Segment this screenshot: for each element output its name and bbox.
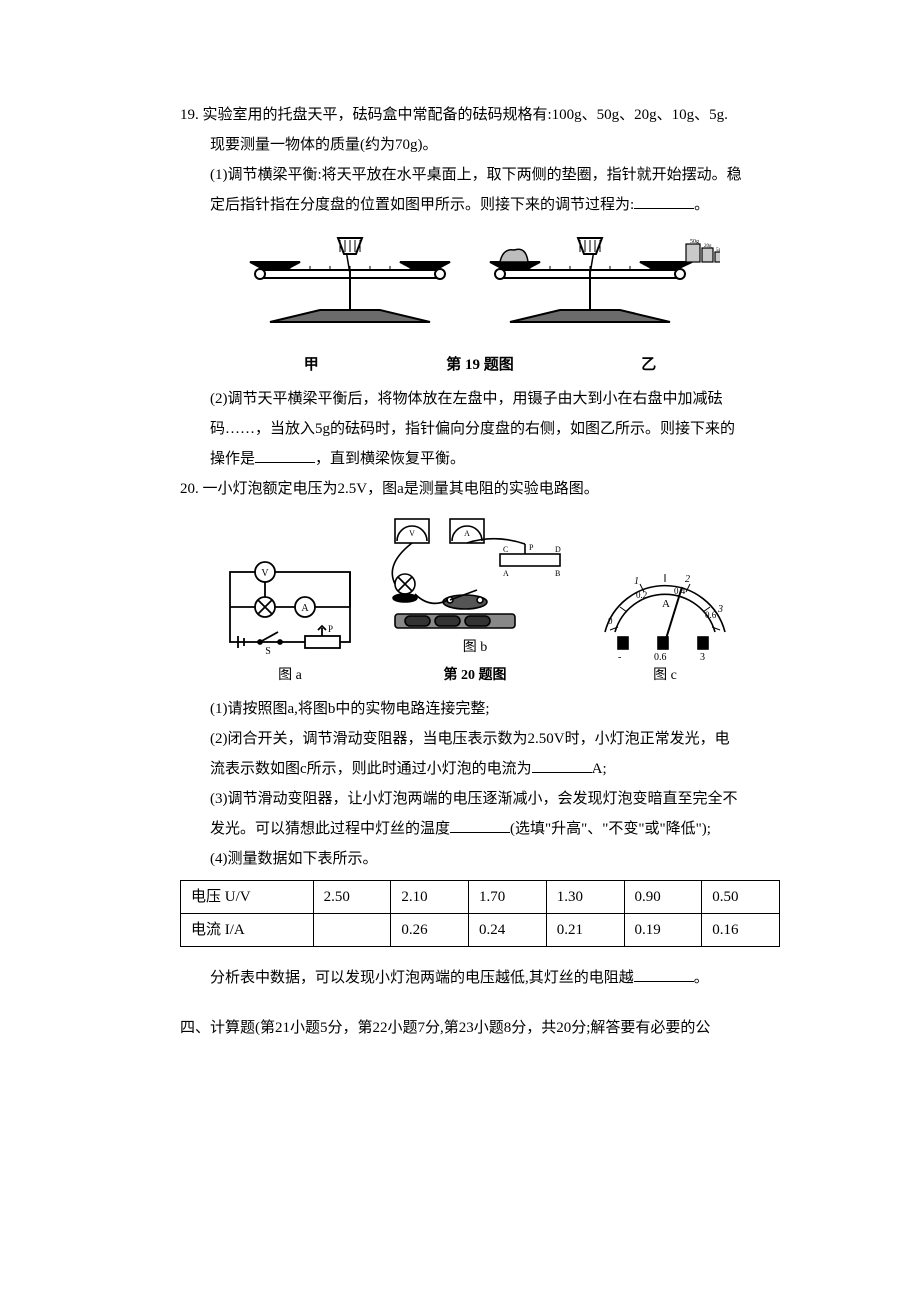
- svg-text:0: 0: [608, 616, 613, 626]
- blank-20-3: [450, 817, 510, 833]
- blank-19-2: [255, 447, 315, 463]
- cell: 0.50: [702, 881, 780, 914]
- fig20c-caption: 图 c: [590, 662, 740, 690]
- cell: 1.30: [546, 881, 624, 914]
- q19-part2-line3a: 操作是: [210, 451, 255, 467]
- q19-part1-line2: 定后指针指在分度盘的位置如图甲所示。则接下来的调节过程为:: [210, 197, 634, 213]
- cell: [313, 914, 391, 947]
- fig20b-caption2: 第 20 题图: [375, 662, 575, 690]
- q20-part2-line2a: 流表示数如图c所示，则此时通过小灯泡的电流为: [210, 761, 532, 777]
- svg-text:P: P: [529, 543, 534, 552]
- q19-stem-line2: 现要测量一物体的质量(约为70g)。: [180, 130, 780, 160]
- q20-part1: (1)请按照图a,将图b中的实物电路连接完整;: [180, 694, 780, 724]
- q19-number: 19.: [180, 107, 199, 123]
- figure-20a: V A: [220, 552, 360, 690]
- svg-text:A: A: [503, 569, 509, 578]
- svg-text:A: A: [464, 529, 470, 538]
- cell: 电压 U/V: [181, 881, 314, 914]
- fig19-caption-right: 乙: [641, 350, 656, 380]
- q20-part2-line2b: A;: [592, 761, 607, 777]
- svg-text:20g: 20g: [704, 244, 712, 249]
- q20-data-table: 电压 U/V 2.50 2.10 1.70 1.30 0.90 0.50 电流 …: [180, 880, 780, 947]
- cell: 2.10: [391, 881, 469, 914]
- fig20a-caption: 图 a: [220, 662, 360, 690]
- svg-text:50g: 50g: [690, 239, 699, 245]
- figure-19: 50g 20g 5g 甲 第 19: [180, 230, 780, 380]
- question-20: 20. 一小灯泡额定电压为2.5V，图a是测量其电阻的实验电路图。 V: [180, 474, 780, 993]
- q20-part3-line1: (3)调节滑动变阻器，让小灯泡两端的电压逐渐减小，会发现灯泡变暗直至完全不: [180, 784, 780, 814]
- cell: 电流 I/A: [181, 914, 314, 947]
- balance-scale-illustration: 50g 20g 5g: [240, 230, 720, 350]
- q20-part5a: 分析表中数据，可以发现小灯泡两端的电压越低,其灯丝的电阻越: [210, 970, 634, 986]
- cell: 0.26: [391, 914, 469, 947]
- svg-text:0.6: 0.6: [654, 652, 667, 662]
- svg-text:0.6: 0.6: [705, 610, 717, 620]
- blank-20-5: [634, 966, 694, 982]
- table-row: 电流 I/A 0.26 0.24 0.21 0.19 0.16: [181, 914, 780, 947]
- cell: 2.50: [313, 881, 391, 914]
- svg-text:V: V: [261, 568, 269, 579]
- cell: 0.16: [702, 914, 780, 947]
- q19-part2-line2: 码……，当放入5g的砝码时，指针偏向分度盘的右侧，如图乙所示。则接下来的: [180, 414, 780, 444]
- svg-text:A: A: [662, 598, 670, 610]
- svg-text:V: V: [409, 529, 415, 538]
- fig19-caption-mid: 第 19 题图: [446, 350, 514, 380]
- svg-text:0.2: 0.2: [636, 590, 647, 600]
- svg-text:D: D: [555, 545, 561, 554]
- q20-number: 20.: [180, 481, 199, 497]
- question-19: 19. 实验室用的托盘天平，砝码盒中常配备的砝码规格有:100g、50g、20g…: [180, 100, 780, 474]
- figure-20c: 0 1 0.2 2 0.4 3 0.6 A: [590, 552, 740, 690]
- svg-text:C: C: [503, 545, 508, 554]
- figure-20b: V A C D A B P: [375, 514, 575, 690]
- cell: 0.19: [624, 914, 702, 947]
- svg-text:5g: 5g: [716, 248, 720, 253]
- svg-text:3: 3: [700, 652, 705, 662]
- fig20b-caption: 图 b: [375, 634, 575, 662]
- cell: 0.90: [624, 881, 702, 914]
- q20-part3-line2b: (选填"升高"、"不变"或"降低");: [510, 821, 711, 837]
- document-page: 19. 实验室用的托盘天平，砝码盒中常配备的砝码规格有:100g、50g、20g…: [0, 0, 920, 1302]
- svg-text:3: 3: [717, 604, 723, 615]
- svg-text:B: B: [555, 569, 560, 578]
- svg-text:-: -: [618, 652, 621, 662]
- q20-part2-line1: (2)闭合开关，调节滑动变阻器，当电压表示数为2.50V时，小灯泡正常发光，电: [180, 724, 780, 754]
- q20-part4: (4)测量数据如下表所示。: [180, 844, 780, 874]
- q20-stem: 一小灯泡额定电压为2.5V，图a是测量其电阻的实验电路图。: [203, 481, 599, 497]
- blank-20-2: [532, 757, 592, 773]
- q19-part1-period: 。: [694, 197, 709, 213]
- q20-part3-line2a: 发光。可以猜想此过程中灯丝的温度: [210, 821, 450, 837]
- q19-part2-line3b: ，直到横梁恢复平衡。: [315, 451, 465, 467]
- cell: 0.24: [469, 914, 547, 947]
- q19-part1-line1: (1)调节横梁平衡:将天平放在水平桌面上，取下两侧的垫圈，指针就开始摆动。稳: [180, 160, 780, 190]
- q20-part5b: 。: [694, 970, 709, 986]
- q19-part2-line1: (2)调节天平横梁平衡后，将物体放在左盘中，用镊子由大到小在右盘中加减砝: [180, 384, 780, 414]
- cell: 1.70: [469, 881, 547, 914]
- svg-text:P: P: [328, 624, 333, 634]
- cell: 0.21: [546, 914, 624, 947]
- svg-text:2: 2: [685, 574, 690, 585]
- section-4-title: 四、计算题(第21小题5分，第22小题7分,第23小题8分，共20分;解答要有必…: [180, 1013, 780, 1043]
- blank-19-1: [634, 193, 694, 209]
- q19-stem-line1: 实验室用的托盘天平，砝码盒中常配备的砝码规格有:100g、50g、20g、10g…: [203, 107, 728, 123]
- svg-text:1: 1: [634, 576, 639, 587]
- fig19-caption-left: 甲: [304, 350, 319, 380]
- svg-text:S: S: [265, 646, 271, 657]
- figure-20: V A: [180, 514, 780, 690]
- table-row: 电压 U/V 2.50 2.10 1.70 1.30 0.90 0.50: [181, 881, 780, 914]
- svg-text:A: A: [301, 603, 309, 614]
